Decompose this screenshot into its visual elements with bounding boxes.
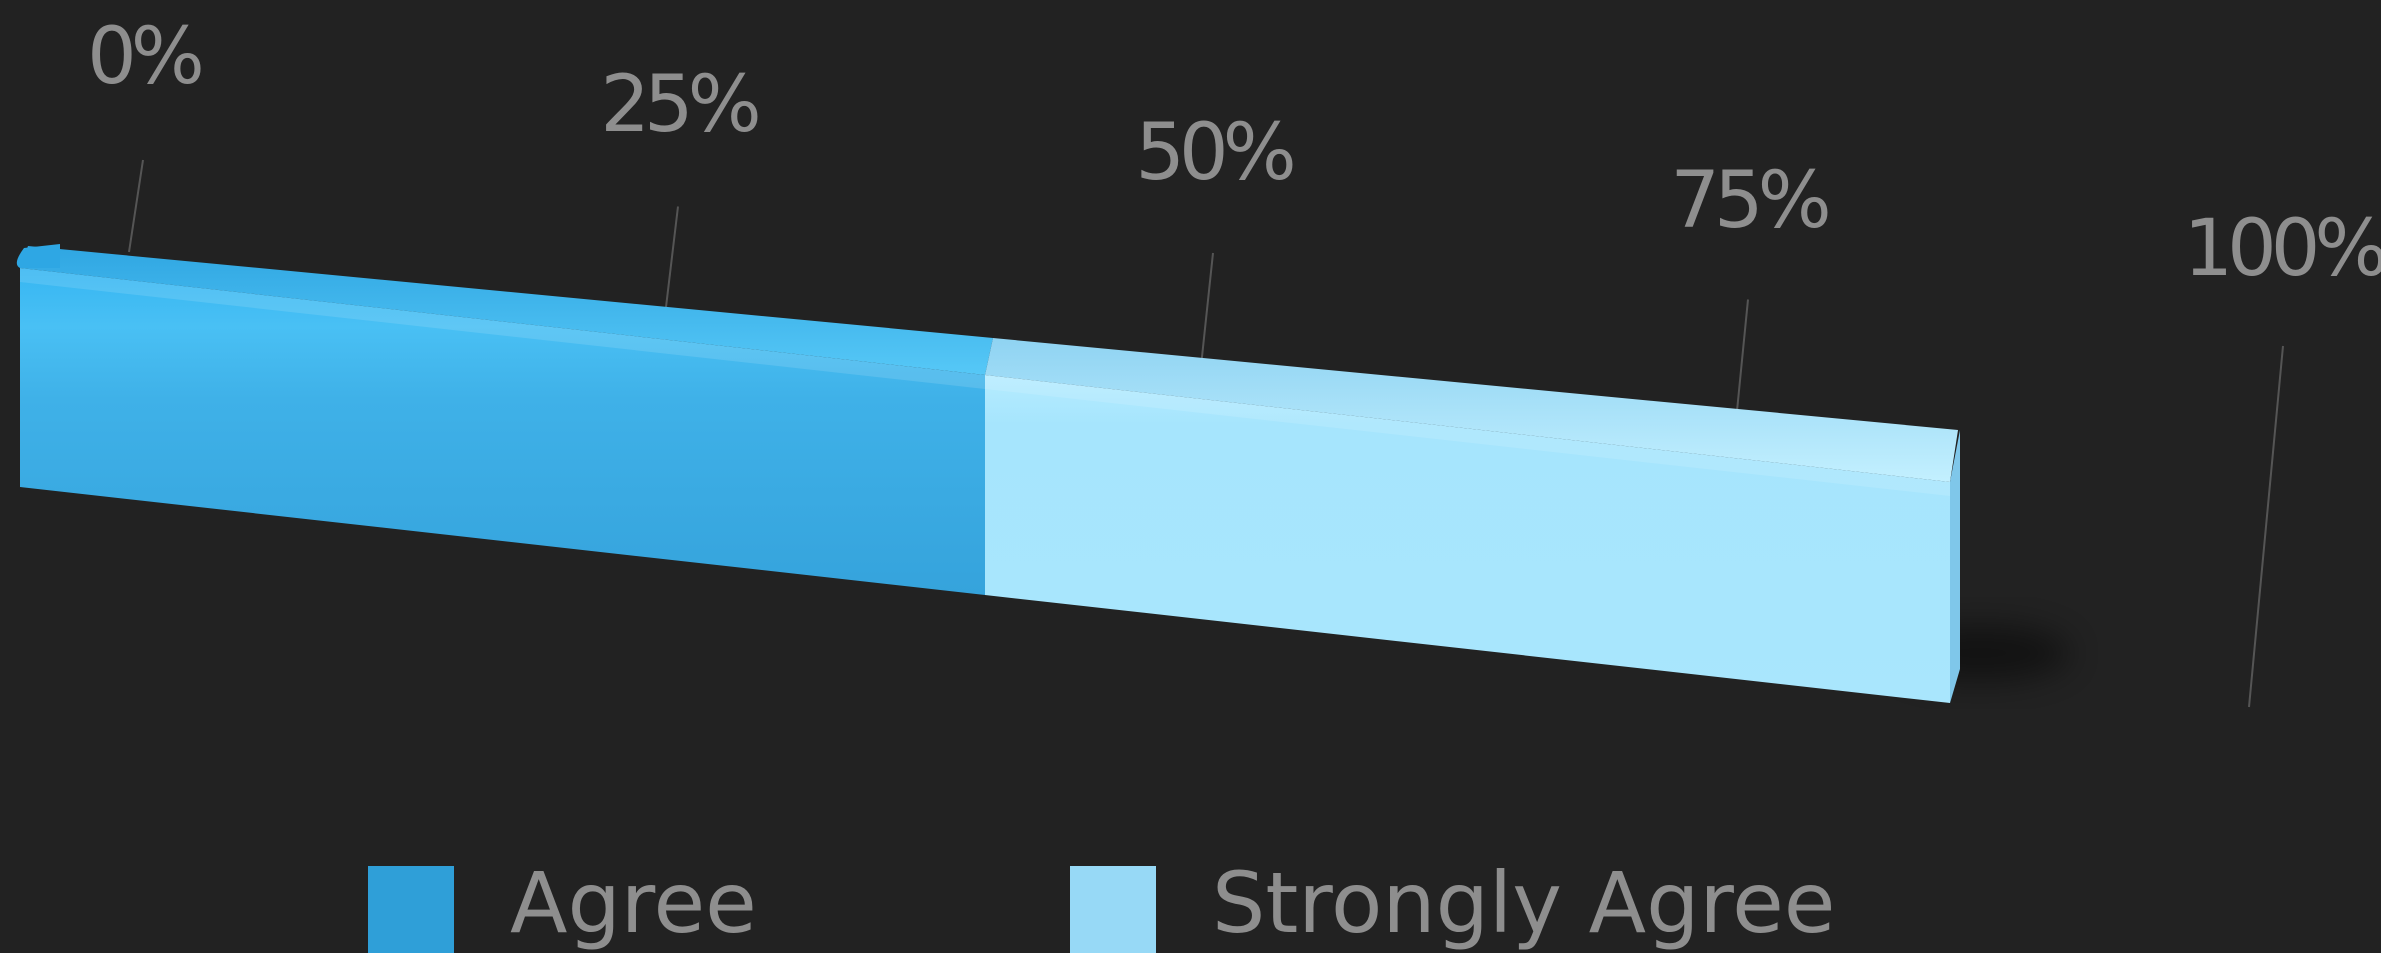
tick-label: 25% xyxy=(600,60,757,150)
stacked-bar xyxy=(16,244,1960,703)
bar-right-cap xyxy=(1950,430,1960,703)
legend-swatch xyxy=(368,866,454,953)
tick-label: 75% xyxy=(1670,156,1827,246)
bar-segment-strongly-agree xyxy=(985,338,1958,703)
bar-highlight xyxy=(20,268,985,389)
x-axis-tick-labels: 0% 25% 50% 75% 100% xyxy=(87,12,2381,294)
tick-leader-line xyxy=(128,159,144,253)
bar-top-face xyxy=(985,338,1958,482)
tick-label: 50% xyxy=(1135,108,1292,198)
legend-item: Strongly Agree xyxy=(1070,854,1835,953)
bar-front-face xyxy=(20,268,985,595)
bar-segment-agree xyxy=(20,246,993,595)
legend-label: Agree xyxy=(510,854,757,952)
legend-item: Agree xyxy=(368,854,757,953)
tick-leader-line xyxy=(2248,345,2284,708)
bar-top-face xyxy=(20,246,993,375)
legend-swatch xyxy=(1070,866,1156,953)
bar-highlight xyxy=(985,375,1950,496)
bar-front-face xyxy=(985,375,1950,703)
legend: Agree Strongly Agree xyxy=(368,854,1835,953)
tick-label: 0% xyxy=(87,12,201,102)
tick-label: 100% xyxy=(2184,204,2381,294)
legend-label: Strongly Agree xyxy=(1212,854,1835,952)
bar-left-cap xyxy=(16,244,60,268)
